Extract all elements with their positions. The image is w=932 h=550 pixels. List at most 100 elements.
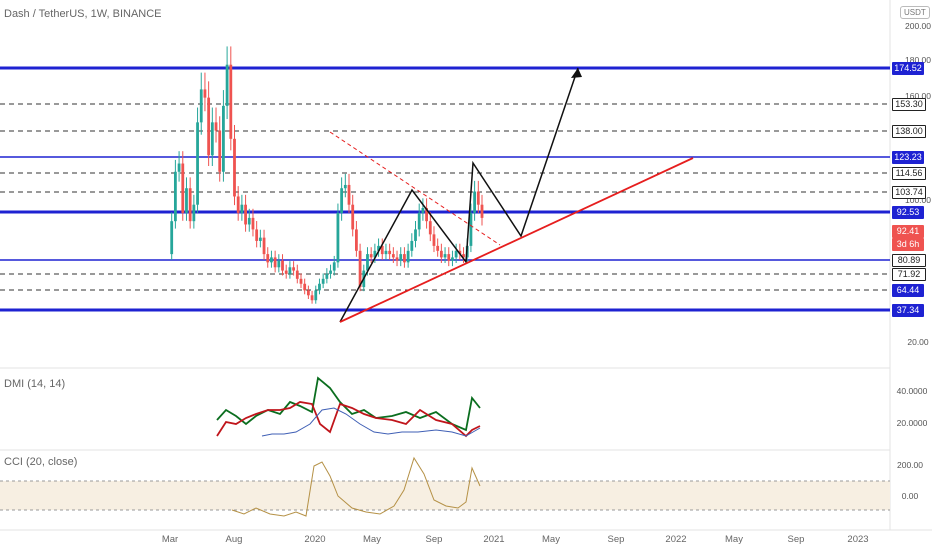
candle-body [236,196,240,213]
time-tick: Sep [608,534,625,545]
chart-title: Dash / TetherUS, 1W, BINANCE [4,8,162,20]
price-badge: 64.44 [892,283,924,297]
candle-body [355,229,358,251]
price-badge: 174.52 [892,61,924,75]
candle-body [347,184,351,205]
candle-body [181,163,185,213]
price-badge: 138.00 [892,124,926,138]
time-tick: May [542,534,560,545]
candle-body [295,270,299,279]
candle-body [284,270,288,274]
candle-body [233,138,236,197]
candle-body [391,254,395,258]
price-badge: 153.30 [892,97,926,111]
candle-body [329,270,332,274]
price-tick: 200.00 [905,21,931,31]
candle-body [410,240,414,251]
time-tick: May [725,534,743,545]
time-tick: Sep [426,534,443,545]
axes: 200.00 180.00 160.00 100.00 20.00 40.0000 20.0… [162,21,931,545]
time-tick: 2021 [483,534,504,545]
dmi-tick: 40.0000 [897,386,928,396]
candle-body [406,250,410,263]
candle-body [380,245,384,255]
cci-pane [0,456,890,517]
price-badge: 3d 6h [892,237,924,251]
candle-body [369,254,373,258]
candle-body [185,188,188,213]
time-tick: Sep [788,534,805,545]
candle-body [207,97,211,156]
candle-body [273,257,277,268]
dmi-plus-line [216,376,481,432]
candle-body [251,217,255,230]
candle-body [480,204,484,218]
support-trendline [339,157,694,323]
price-badge: 123.23 [892,150,924,164]
price-badge: 37.34 [892,303,924,317]
price-tick: 180.00 [905,55,931,65]
time-tick: May [363,534,381,545]
dmi-label: DMI (14, 14) [4,378,66,390]
time-tick: 2023 [847,534,868,545]
candle-body [436,245,440,251]
candle-body [332,262,336,271]
candle-body [188,188,192,222]
candle-body [469,212,473,246]
arrow-head [571,68,582,78]
candle-body [240,204,244,213]
candle-body [196,122,199,205]
candle-body [199,89,203,123]
dmi-pane [216,376,481,438]
price-badge: 92.41 [892,224,924,238]
time-tick: 2020 [304,534,325,545]
candle-body [318,283,321,291]
candle-body [340,188,344,213]
price-badge: 71.92 [892,267,926,281]
candle-body [403,254,406,263]
candle-body [288,267,292,274]
candle-body [473,191,477,213]
candle-body [244,204,247,225]
zigzag-projection [339,67,579,323]
cci-line [231,456,481,517]
candle-body [399,254,403,261]
candle-body [425,208,428,222]
candle-body [303,283,307,291]
candle-body [247,217,251,225]
price-badge: 103.74 [892,185,926,199]
grid [0,0,932,531]
candle-body [203,89,207,98]
drawings [329,67,694,323]
dmi-tick: 20.0000 [897,418,928,428]
time-tick: Mar [162,534,178,545]
candle-body [310,295,314,301]
candle-body [439,250,443,258]
candle-body [454,250,458,258]
candle-body [192,204,196,222]
candle-body [458,250,462,255]
candle-body [366,254,369,271]
candle-body [229,64,233,139]
candle-body [218,130,222,172]
candle-body [336,212,340,263]
price-tick: 100.00 [905,195,931,205]
candle-body [343,184,347,189]
candle-body [281,260,284,271]
candle-body [373,250,377,258]
candle-body [173,171,177,222]
candle-body [225,64,229,106]
candle-body [476,191,480,205]
time-tick: 2022 [665,534,686,545]
candle-body [462,254,465,258]
price-badge: 80.89 [892,253,926,267]
candle-body [299,278,303,284]
candle-body [428,221,432,235]
candle-body [451,257,454,261]
currency-badge[interactable]: USDT [900,6,930,19]
candle-body [277,260,281,268]
candle-body [222,105,225,172]
candle-body [321,278,325,284]
candle-body [358,250,362,288]
